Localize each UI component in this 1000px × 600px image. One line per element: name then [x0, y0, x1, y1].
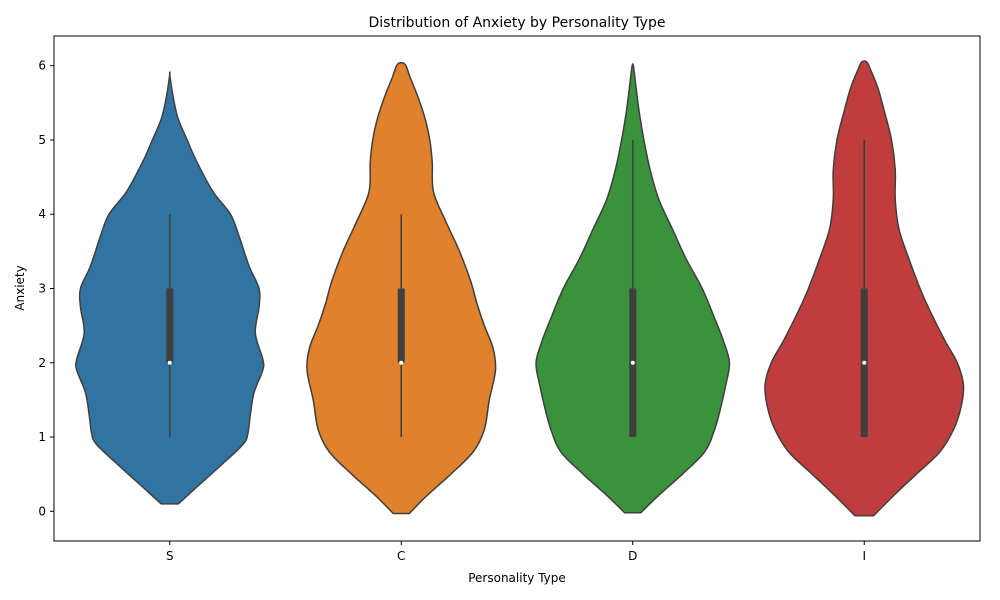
iqr-box-S	[166, 288, 174, 363]
y-axis: 0 1 2 3 4 5 6	[38, 59, 54, 518]
median-dot-S	[167, 360, 172, 365]
x-tick-label-S: S	[166, 549, 174, 563]
median-dot-D	[630, 360, 635, 365]
x-axis-label: Personality Type	[468, 571, 566, 585]
y-tick-label: 4	[38, 207, 46, 221]
violins	[74, 60, 965, 517]
median-dot-C	[399, 360, 404, 365]
y-axis-label: Anxiety	[13, 265, 27, 310]
y-tick-label: 2	[38, 356, 46, 370]
chart-title: Distribution of Anxiety by Personality T…	[369, 15, 666, 31]
y-tick-label: 6	[38, 59, 46, 73]
x-tick-label-D: D	[628, 549, 637, 563]
y-tick-label: 1	[38, 430, 46, 444]
x-tick-label-C: C	[397, 549, 405, 563]
y-tick-label: 0	[38, 504, 46, 518]
x-tick-label-I: I	[862, 549, 866, 563]
iqr-box-C	[397, 288, 405, 363]
y-tick-label: 5	[38, 133, 46, 147]
y-tick-label: 3	[38, 282, 46, 296]
median-dot-I	[862, 360, 867, 365]
